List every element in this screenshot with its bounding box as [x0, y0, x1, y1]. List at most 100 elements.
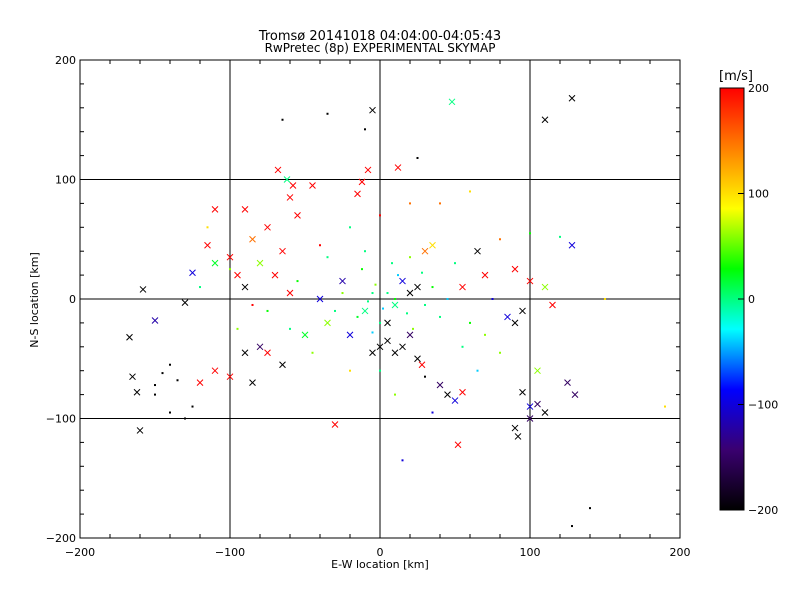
data-point-dot [367, 300, 369, 303]
data-point-dot [364, 250, 366, 253]
data-point-dot [349, 226, 351, 229]
colorbar-tick-label: −100 [748, 399, 778, 412]
data-point-dot [394, 298, 396, 300]
data-point-cross [139, 286, 147, 293]
x-tick-label: −200 [65, 546, 95, 559]
data-point-cross [241, 283, 249, 291]
data-point-cross [256, 259, 264, 267]
colorbar-label: [m/s] [719, 69, 753, 84]
data-point-dot [326, 256, 329, 259]
data-point-dot [154, 384, 156, 387]
data-point-cross [241, 349, 249, 357]
data-point-dot [236, 327, 239, 330]
data-point-cross [358, 178, 366, 186]
data-point-cross [568, 241, 576, 249]
data-point-cross [406, 331, 414, 339]
data-point-cross [264, 349, 271, 357]
data-point-cross [571, 391, 579, 398]
data-point-dot [499, 351, 501, 354]
data-point-dot [446, 298, 449, 300]
data-point-cross [391, 349, 399, 357]
x-tick-label: −100 [215, 546, 245, 559]
data-point-dot [379, 214, 381, 217]
data-point-dot [431, 286, 434, 289]
data-point-dot [289, 327, 291, 330]
data-point-cross [418, 361, 426, 369]
data-point-cross [534, 367, 541, 375]
data-point-cross [286, 289, 294, 297]
colorbar-tick-label: 100 [748, 188, 769, 201]
data-point-dot [379, 321, 381, 324]
data-point-cross [294, 211, 301, 219]
colorbar-tick-label: −200 [748, 504, 778, 517]
data-point-cross [339, 277, 346, 285]
data-point-cross [384, 337, 391, 345]
data-points [126, 94, 666, 528]
data-point-cross [256, 343, 264, 351]
data-point-cross [519, 388, 526, 396]
data-point-cross [511, 424, 519, 432]
data-point-cross [451, 397, 459, 404]
data-point-dot [386, 292, 389, 295]
data-point-dot [281, 118, 284, 121]
data-point-dot [334, 309, 336, 312]
data-point-cross [189, 269, 196, 277]
data-point-cross [444, 391, 451, 398]
data-point-dot [341, 292, 344, 295]
colorbar-tick-label: 0 [748, 293, 755, 306]
data-point-cross [249, 235, 256, 243]
data-point-cross [568, 94, 576, 102]
y-tick-label: −100 [46, 413, 76, 426]
data-point-dot [559, 235, 561, 238]
data-point-cross [241, 206, 249, 213]
data-point-cross [354, 190, 361, 198]
data-point-dot [199, 286, 201, 289]
x-axis-label: E-W location [km] [331, 558, 429, 571]
data-point-cross [541, 283, 549, 291]
data-point-cross [279, 247, 286, 255]
data-point-dot [394, 393, 396, 396]
colorbar-tick-label: 200 [748, 82, 769, 95]
data-point-dot [664, 405, 666, 408]
colorbar-ticks: 200 100 0 −100 −200 [738, 82, 778, 517]
y-axis-label: N-S location [km] [28, 252, 41, 348]
data-point-cross [271, 271, 279, 279]
data-point-dot [356, 315, 359, 318]
x-tick-label: 0 [377, 546, 384, 559]
data-point-cross [361, 307, 369, 315]
data-point-dot [397, 274, 399, 277]
data-point-cross [274, 166, 282, 174]
data-point-dot [184, 417, 186, 420]
data-point-cross [346, 331, 354, 339]
grid-lines [80, 60, 680, 538]
data-point-cross [474, 247, 481, 255]
data-point-dot [326, 112, 329, 115]
data-point-cross [249, 379, 256, 387]
data-point-cross [151, 317, 159, 324]
data-point-dot [191, 405, 194, 408]
y-tick-label: 100 [55, 174, 76, 187]
data-point-dot [361, 268, 363, 271]
data-point-cross [391, 301, 399, 309]
data-point-cross [376, 343, 384, 351]
data-point-dot [589, 507, 591, 510]
data-point-dot [379, 369, 381, 372]
data-point-dot [409, 256, 411, 259]
data-point-cross [526, 403, 534, 410]
data-point-dot [476, 369, 479, 372]
data-point-dot [229, 268, 231, 271]
data-point-dot [364, 128, 366, 131]
data-point-dot [154, 393, 156, 396]
data-point-cross [264, 223, 271, 231]
data-point-dot [421, 271, 423, 274]
data-point-cross [316, 295, 324, 303]
y-tick-label: 0 [69, 293, 76, 306]
data-point-cross [133, 388, 141, 396]
y-tick-label: 200 [55, 54, 76, 67]
data-point-dot [431, 411, 434, 414]
data-point-cross [309, 182, 316, 189]
data-point-dot [169, 411, 171, 414]
data-point-cross [448, 98, 456, 106]
chart-subtitle: RwPretec (8p) EXPERIMENTAL SKYMAP [265, 41, 496, 55]
data-point-cross [514, 433, 522, 440]
